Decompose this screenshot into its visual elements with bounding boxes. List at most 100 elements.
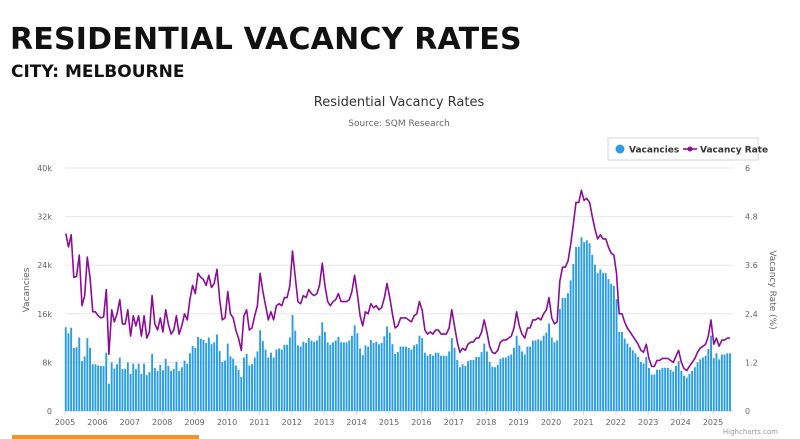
vacancies-bar[interactable] [213, 342, 216, 411]
vacancies-bar[interactable] [369, 339, 372, 411]
vacancies-bar[interactable] [264, 349, 267, 411]
vacancies-bar[interactable] [521, 351, 523, 411]
vacancies-bar[interactable] [86, 338, 89, 411]
legend-item-vacancy-rate[interactable]: Vacancy Rate [683, 146, 768, 156]
vacancies-bar[interactable] [677, 361, 680, 411]
vacancies-bar[interactable] [396, 352, 399, 411]
vacancies-bar[interactable] [580, 237, 583, 411]
vacancies-bar[interactable] [504, 357, 507, 411]
vacancies-bar[interactable] [594, 264, 596, 411]
vacancies-bar[interactable] [159, 364, 162, 411]
vacancies-bar[interactable] [675, 366, 677, 411]
vacancies-bar[interactable] [534, 340, 537, 411]
vacancies-bar[interactable] [359, 348, 361, 411]
vacancies-bar[interactable] [467, 361, 469, 411]
vacancies-bar[interactable] [291, 315, 294, 411]
vacancies-bar[interactable] [696, 362, 699, 411]
vacancies-bar[interactable] [429, 353, 432, 411]
vacancies-bar[interactable] [234, 365, 237, 411]
vacancies-bar[interactable] [469, 359, 472, 411]
vacancies-bar[interactable] [720, 354, 723, 411]
vacancies-bar[interactable] [510, 354, 513, 411]
highcharts-credit[interactable]: Highcharts.com [723, 428, 778, 436]
vacancies-bar[interactable] [245, 353, 248, 411]
vacancies-bar[interactable] [386, 326, 388, 411]
vacancies-bar[interactable] [434, 352, 437, 411]
vacancies-bar[interactable] [394, 353, 397, 411]
vacancies-bar[interactable] [588, 243, 591, 411]
vacancies-bar[interactable] [216, 334, 218, 411]
vacancies-bar[interactable] [226, 343, 229, 411]
vacancies-bar[interactable] [170, 370, 172, 411]
vacancies-bar[interactable] [89, 347, 91, 411]
vacancies-bar[interactable] [72, 347, 75, 411]
vacancies-bar[interactable] [475, 356, 478, 411]
vacancies-bar[interactable] [156, 370, 159, 411]
vacancies-bar[interactable] [99, 366, 102, 411]
vacancies-bar[interactable] [118, 357, 121, 411]
vacancies-bar[interactable] [221, 361, 224, 411]
vacancies-bar[interactable] [442, 355, 445, 411]
vacancies-bar[interactable] [710, 335, 712, 411]
vacancies-bar[interactable] [550, 337, 553, 411]
vacancies-bar[interactable] [567, 293, 569, 411]
vacancies-bar[interactable] [64, 327, 67, 411]
vacancies-bar[interactable] [626, 343, 629, 411]
vacancies-bar[interactable] [178, 370, 181, 411]
vacancies-bar[interactable] [380, 342, 383, 411]
vacancies-bar[interactable] [108, 383, 110, 411]
vacancies-bar[interactable] [729, 353, 731, 411]
vacancies-bar[interactable] [272, 357, 275, 411]
vacancies-bar[interactable] [342, 342, 345, 411]
vacancies-bar[interactable] [378, 344, 380, 411]
vacancies-bar[interactable] [135, 369, 137, 411]
vacancies-bar[interactable] [286, 344, 289, 411]
vacancies-bar[interactable] [723, 354, 726, 411]
vacancies-bar[interactable] [97, 365, 100, 411]
vacancies-bar[interactable] [596, 273, 599, 411]
vacancies-bar[interactable] [631, 350, 634, 411]
vacancies-bar[interactable] [186, 363, 189, 411]
vacancies-bar[interactable] [537, 339, 540, 411]
vacancies-bar[interactable] [148, 372, 151, 411]
vacancies-bar[interactable] [693, 367, 696, 411]
vacancies-bar[interactable] [664, 367, 667, 411]
vacancies-bar[interactable] [167, 366, 170, 411]
vacancies-bar[interactable] [78, 337, 81, 411]
vacancies-bar[interactable] [361, 355, 364, 411]
vacancies-bar[interactable] [523, 354, 526, 411]
vacancies-bar[interactable] [267, 357, 270, 411]
vacancies-bar[interactable] [329, 344, 332, 411]
vacancies-bar[interactable] [183, 360, 186, 411]
vacancies-bar[interactable] [540, 340, 542, 411]
vacancies-bar[interactable] [164, 358, 167, 411]
vacancies-bar[interactable] [332, 342, 334, 411]
vacancies-bar[interactable] [637, 356, 640, 411]
vacancies-bar[interactable] [399, 346, 402, 411]
vacancies-bar[interactable] [297, 345, 299, 411]
vacancies-bar[interactable] [726, 353, 729, 411]
vacancies-bar[interactable] [666, 367, 669, 411]
vacancies-bar[interactable] [618, 332, 621, 411]
vacancies-bar[interactable] [334, 340, 337, 411]
vacancies-bar[interactable] [653, 374, 656, 411]
vacancies-bar[interactable] [102, 366, 105, 411]
vacancies-bar[interactable] [415, 344, 418, 411]
vacancies-bar[interactable] [418, 335, 421, 411]
vacancies-bar[interactable] [683, 375, 685, 411]
vacancies-bar[interactable] [388, 332, 391, 411]
vacancies-bar[interactable] [288, 337, 291, 411]
vacancies-bar[interactable] [191, 345, 194, 411]
vacancies-bar[interactable] [261, 341, 264, 411]
vacancies-bar[interactable] [577, 246, 580, 411]
vacancies-bar[interactable] [477, 356, 480, 411]
vacancies-bar[interactable] [426, 355, 429, 411]
vacancies-bar[interactable] [610, 284, 613, 411]
vacancies-bar[interactable] [105, 352, 108, 411]
vacancies-bar[interactable] [278, 348, 280, 411]
vacancies-bar[interactable] [459, 367, 461, 411]
vacancies-bar[interactable] [310, 340, 313, 411]
vacancies-bar[interactable] [480, 352, 483, 411]
vacancies-bar[interactable] [259, 330, 262, 411]
vacancies-bar[interactable] [248, 365, 251, 411]
